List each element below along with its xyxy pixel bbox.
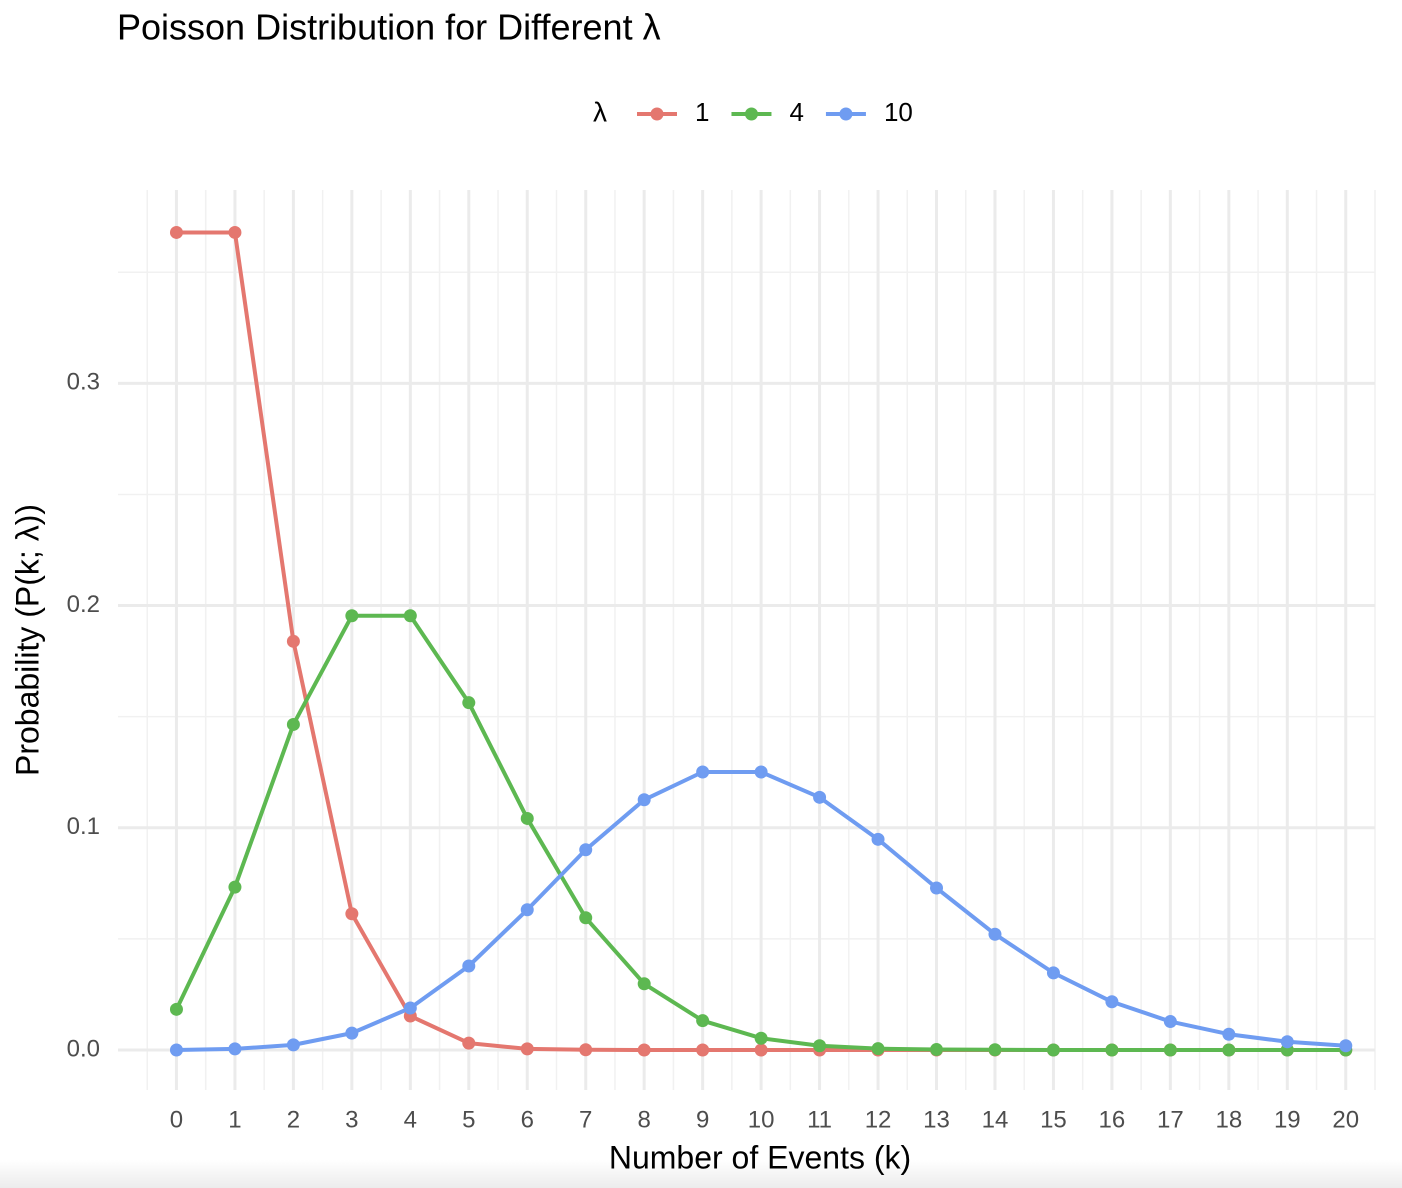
data-point	[696, 765, 710, 779]
data-point	[345, 1026, 359, 1040]
data-point	[813, 790, 827, 804]
y-tick-label: 0.0	[67, 1035, 100, 1062]
y-tick-label: 0.1	[67, 813, 100, 840]
data-point	[1163, 1043, 1177, 1057]
data-point	[1222, 1043, 1236, 1057]
x-tick-label: 0	[170, 1106, 183, 1133]
data-point	[579, 1043, 593, 1057]
data-point	[1280, 1035, 1294, 1049]
data-point	[403, 1001, 417, 1015]
data-point	[169, 225, 183, 239]
data-point	[696, 1014, 710, 1028]
x-tick-label: 7	[579, 1106, 592, 1133]
x-tick-label: 13	[923, 1106, 950, 1133]
data-point	[345, 609, 359, 623]
data-point	[637, 977, 651, 991]
legend-label: 4	[789, 97, 803, 127]
plot-area	[169, 225, 1353, 1057]
data-point	[228, 1042, 242, 1056]
x-tick-label: 20	[1332, 1106, 1359, 1133]
data-point	[1105, 1043, 1119, 1057]
x-tick-label: 2	[287, 1106, 300, 1133]
legend-swatch-dot	[839, 107, 853, 121]
x-tick-label: 5	[462, 1106, 475, 1133]
data-point	[579, 843, 593, 857]
data-point	[520, 1042, 534, 1056]
x-tick-label: 12	[865, 1106, 892, 1133]
chart-title: Poisson Distribution for Different λ	[117, 7, 661, 48]
x-tick-label: 11	[807, 1106, 832, 1133]
x-tick-label: 19	[1274, 1106, 1301, 1133]
x-tick-label: 1	[228, 1106, 241, 1133]
x-tick-label: 4	[404, 1106, 417, 1133]
data-point	[403, 609, 417, 623]
legend-swatch-dot	[744, 107, 758, 121]
x-tick-label: 14	[982, 1106, 1009, 1133]
data-point	[988, 1043, 1002, 1057]
data-point	[871, 832, 885, 846]
data-point	[637, 793, 651, 807]
bottom-fade	[0, 1160, 1402, 1188]
data-point	[286, 717, 300, 731]
legend-label: 10	[884, 97, 913, 127]
x-tick-label: 18	[1215, 1106, 1242, 1133]
x-tick-label: 8	[638, 1106, 651, 1133]
y-tick-label: 0.2	[67, 591, 100, 618]
data-point	[579, 911, 593, 925]
x-tick-label: 3	[345, 1106, 358, 1133]
data-point	[1339, 1039, 1353, 1053]
data-point	[1163, 1015, 1177, 1029]
data-point	[813, 1039, 827, 1053]
data-point	[228, 880, 242, 894]
data-point	[696, 1043, 710, 1057]
data-point	[286, 1038, 300, 1052]
data-point	[871, 1042, 885, 1056]
data-point	[754, 1043, 768, 1057]
data-point	[1222, 1027, 1236, 1041]
data-point	[1046, 966, 1060, 980]
y-tick-label: 0.3	[67, 369, 100, 396]
x-tick-label: 6	[521, 1106, 534, 1133]
data-point	[520, 903, 534, 917]
x-axis-label: Number of Events (k)	[609, 1139, 911, 1175]
data-point	[1105, 995, 1119, 1009]
data-point	[169, 1043, 183, 1057]
data-point	[754, 765, 768, 779]
data-point	[228, 225, 242, 239]
data-point	[637, 1043, 651, 1057]
data-point	[169, 1002, 183, 1016]
legend: 1 4 10	[637, 97, 913, 127]
legend-label: 1	[695, 97, 709, 127]
y-axis-label: Probability (P(k; λ))	[9, 504, 45, 776]
data-point	[930, 1043, 944, 1057]
data-point	[754, 1031, 768, 1045]
data-point	[286, 634, 300, 648]
x-tick-label: 9	[696, 1106, 709, 1133]
data-point	[462, 696, 476, 710]
x-tick-label: 10	[748, 1106, 775, 1133]
legend-title: λ	[593, 96, 607, 127]
data-point	[345, 907, 359, 921]
data-point	[462, 1036, 476, 1050]
x-tick-label: 16	[1099, 1106, 1126, 1133]
data-point	[520, 811, 534, 825]
data-point	[1046, 1043, 1060, 1057]
data-point	[930, 881, 944, 895]
x-tick-label: 17	[1157, 1106, 1184, 1133]
data-point	[462, 959, 476, 973]
x-tick-label: 15	[1040, 1106, 1067, 1133]
data-point	[988, 927, 1002, 941]
grid	[118, 190, 1376, 1090]
legend-swatch-dot	[650, 107, 664, 121]
